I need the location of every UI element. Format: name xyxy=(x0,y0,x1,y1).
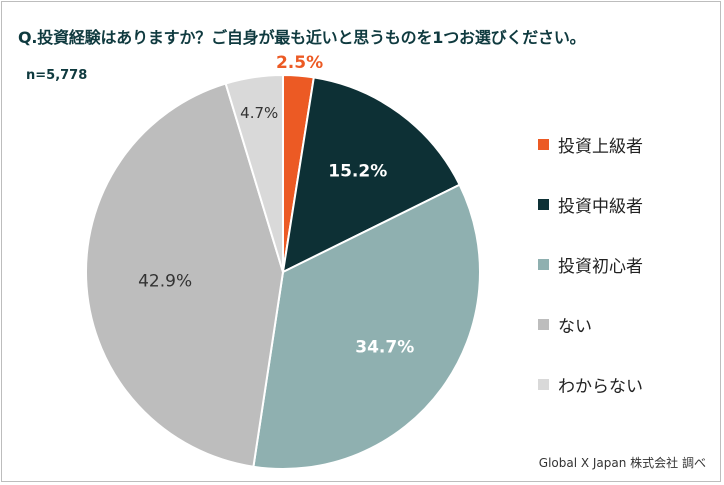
legend-swatch-beginner xyxy=(538,259,549,270)
data-label-none: 42.9% xyxy=(138,272,192,292)
legend-label-advanced: 投資上級者 xyxy=(558,132,643,157)
legend-swatch-advanced xyxy=(538,139,549,150)
legend-label-beginner: 投資初心者 xyxy=(558,252,643,277)
legend: 投資上級者投資中級者投資初心者ないわからない xyxy=(538,129,643,429)
legend-swatch-none xyxy=(538,319,549,330)
legend-swatch-unknown xyxy=(538,379,549,390)
legend-item-advanced: 投資上級者 xyxy=(538,129,643,159)
data-label-advanced: 2.5% xyxy=(276,53,323,73)
legend-swatch-intermediate xyxy=(538,199,549,210)
data-label-intermediate: 15.2% xyxy=(328,161,387,181)
legend-label-intermediate: 投資中級者 xyxy=(558,192,643,217)
legend-label-none: ない xyxy=(558,312,592,337)
legend-item-unknown: わからない xyxy=(538,369,643,399)
legend-item-none: ない xyxy=(538,309,643,339)
legend-label-unknown: わからない xyxy=(558,372,643,397)
legend-item-intermediate: 投資中級者 xyxy=(538,189,643,219)
data-label-beginner: 34.7% xyxy=(355,337,414,357)
data-label-unknown: 4.7% xyxy=(240,104,278,122)
source-note: Global X Japan 株式会社 調べ xyxy=(539,454,706,471)
legend-item-beginner: 投資初心者 xyxy=(538,249,643,279)
